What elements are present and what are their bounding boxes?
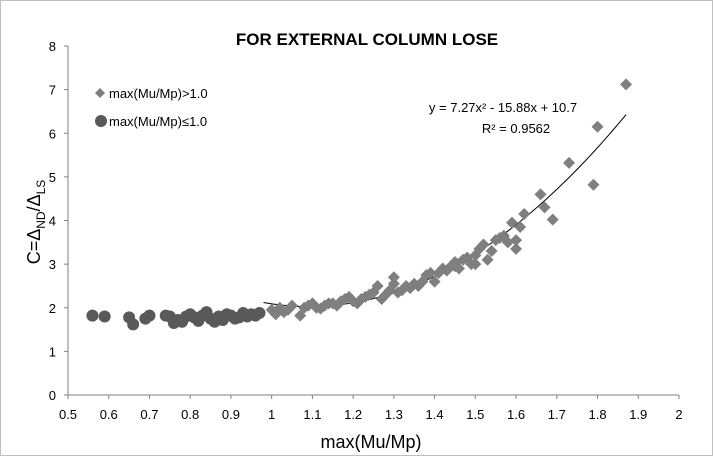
y-tick-label: 8 xyxy=(49,39,56,54)
diamond-point xyxy=(469,258,482,271)
x-tick-label: 0.6 xyxy=(100,407,118,422)
x-axis-title: max(Mu/Mp) xyxy=(320,432,421,452)
diamond-point xyxy=(534,188,547,201)
circle-point xyxy=(253,306,266,319)
circle-point xyxy=(143,309,156,322)
y-tick-label: 7 xyxy=(49,83,56,98)
y-tick-label: 2 xyxy=(49,301,56,316)
x-tick-labels: 0.5 0.6 0.7 0.8 0.9 1 1.1 1.2 1.3 1.4 1.5 1.6 1.7 1.8… xyxy=(59,395,683,422)
legend: max(Mu/Mp)>1.0 max(Mu/Mp)≤1.0 xyxy=(95,86,208,129)
x-tick-label: 1.2 xyxy=(344,407,362,422)
x-tick-label: 1.5 xyxy=(466,407,484,422)
y-tick-label: 1 xyxy=(49,344,56,359)
x-tick-label: 1 xyxy=(268,407,275,422)
trendline-r-squared: R² = 0.9562 xyxy=(482,121,550,136)
x-tick-label: 1.4 xyxy=(426,407,444,422)
legend-circle-marker xyxy=(95,115,107,127)
diamond-point xyxy=(505,216,518,229)
diamond-point xyxy=(518,207,531,220)
y-axis-title-prefix: C=Δ xyxy=(24,229,44,265)
diamond-point xyxy=(481,253,494,266)
legend-item-diamond: max(Mu/Mp)>1.0 xyxy=(95,86,208,101)
y-axis-title-mid: /Δ xyxy=(24,194,44,211)
x-tick-label: 0.9 xyxy=(222,407,240,422)
trendline-curve xyxy=(263,114,627,308)
x-tick-label: 0.7 xyxy=(140,407,158,422)
y-tick-label: 6 xyxy=(49,126,56,141)
diamond-point xyxy=(620,78,633,91)
diamond-point xyxy=(371,279,384,292)
y-tick-label: 3 xyxy=(49,257,56,272)
data-points xyxy=(86,78,633,331)
circle-point xyxy=(127,318,140,331)
chart-title: FOR EXTERNAL COLUMN LOSE xyxy=(236,30,498,49)
diamond-point xyxy=(286,299,299,312)
trendline-equation: y = 7.27x² - 15.88x + 10.7 xyxy=(429,100,577,115)
y-tick-label: 5 xyxy=(49,170,56,185)
diamond-point xyxy=(546,213,559,226)
x-tick-label: 1.8 xyxy=(588,407,606,422)
x-tick-label: 1.9 xyxy=(629,407,647,422)
diamond-point xyxy=(428,275,441,288)
diamond-point xyxy=(510,242,523,255)
diamond-point xyxy=(591,120,604,133)
legend-label-diamond: max(Mu/Mp)>1.0 xyxy=(109,86,208,101)
diamond-point xyxy=(514,221,527,234)
y-tick-labels: 0 1 2 3 4 5 6 7 8 xyxy=(49,39,68,403)
diamond-point xyxy=(538,201,551,214)
legend-label-circle: max(Mu/Mp)≤1.0 xyxy=(109,114,207,129)
x-tick-label: 2 xyxy=(675,407,682,422)
y-tick-label: 4 xyxy=(49,214,56,229)
x-tick-label: 1.1 xyxy=(303,407,321,422)
diamond-point xyxy=(477,238,490,251)
circle-point xyxy=(98,310,111,323)
x-tick-label: 1.7 xyxy=(548,407,566,422)
diamond-point xyxy=(587,178,600,191)
circle-point xyxy=(86,309,99,322)
x-tick-label: 0.5 xyxy=(59,407,77,422)
diamond-point xyxy=(453,262,466,275)
legend-diamond-marker xyxy=(95,88,105,98)
diamond-point xyxy=(510,234,523,247)
y-tick-label: 0 xyxy=(49,388,56,403)
legend-item-circle: max(Mu/Mp)≤1.0 xyxy=(95,114,207,129)
x-tick-label: 1.3 xyxy=(385,407,403,422)
diamond-point xyxy=(387,271,400,284)
diamond-point xyxy=(485,245,498,258)
y-axis-title-sub-ls: LS xyxy=(34,180,48,195)
x-tick-label: 1.6 xyxy=(507,407,525,422)
diamond-point xyxy=(387,277,400,290)
diamond-point xyxy=(424,266,437,279)
x-tick-label: 0.8 xyxy=(181,407,199,422)
diamond-point xyxy=(563,156,576,169)
y-axis-title: C=ΔND/ΔLS xyxy=(24,180,48,265)
y-axis-title-sub-nd: ND xyxy=(34,211,48,229)
